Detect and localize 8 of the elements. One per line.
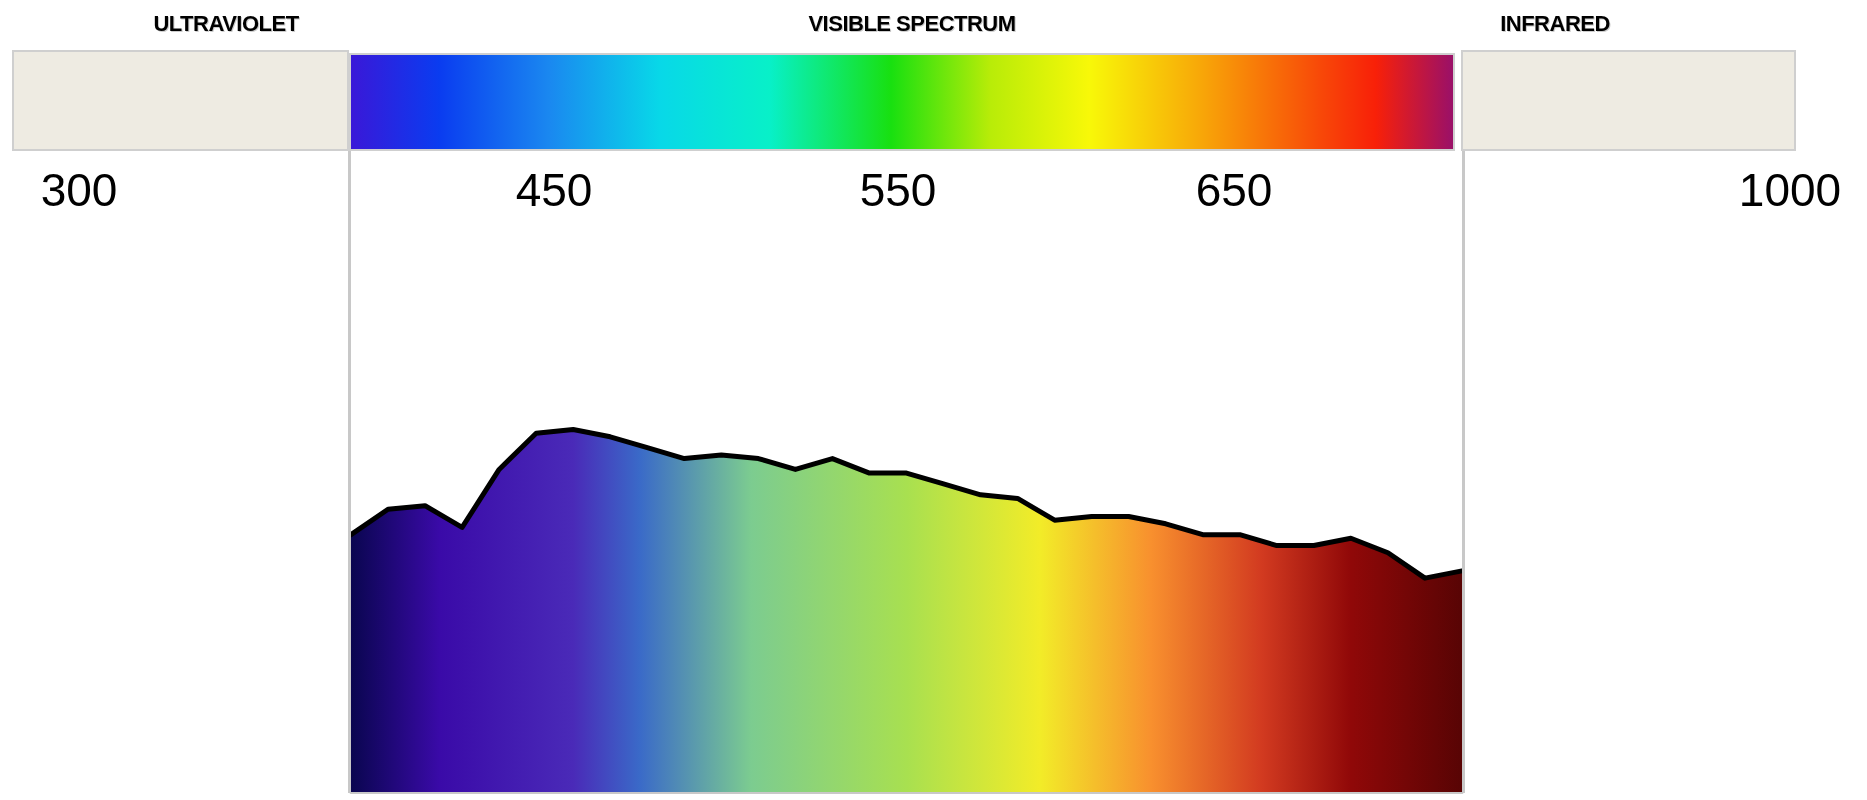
text: 550 [859,163,937,217]
text: 300 [40,163,118,217]
text: 450 [515,163,593,217]
text: 1000 [1738,163,1842,217]
text: 650 [1195,163,1273,217]
text: ULTRAVIOLET [153,11,299,37]
text: INFRARED [1500,11,1610,37]
text: VISIBLE SPECTRUM [808,11,1016,37]
